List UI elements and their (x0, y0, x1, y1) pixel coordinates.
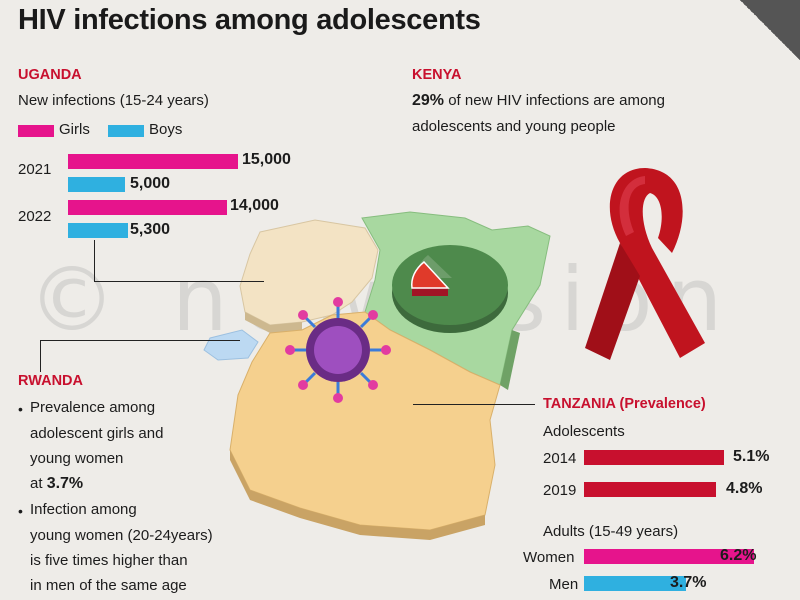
bullet-1-icon: • (18, 401, 23, 417)
uganda-leader-line-h (94, 281, 264, 282)
page-title: HIV infections among adolescents (18, 4, 481, 36)
tz-value-2019: 4.8% (726, 480, 763, 497)
bullet-2-icon: • (18, 503, 23, 519)
girls-legend-label: Girls (59, 121, 90, 138)
bar-boys-2021 (68, 177, 125, 192)
east-africa-map (203, 211, 551, 540)
tanzania-label: TANZANIA (Prevalence) (543, 396, 706, 412)
bar-tz-women (584, 549, 754, 564)
rwanda-b1-l4: at 3.7% (30, 474, 83, 493)
tanzania-leader-line (413, 404, 535, 405)
tanzania-adolescents-label: Adolescents (543, 423, 625, 440)
bar-boys-2022 (68, 223, 128, 238)
uganda-year-2022: 2022 (18, 208, 52, 225)
bar-girls-2022 (68, 200, 227, 215)
rwanda-leader-line-h (40, 340, 240, 341)
tz-men-label: Men (549, 576, 579, 593)
bar-value-boys-2021: 5,000 (130, 175, 171, 192)
tz-value-2014: 5.1% (733, 448, 770, 465)
tz-year-2014: 2014 (543, 450, 577, 467)
boys-legend-label: Boys (149, 121, 183, 138)
tz-women-label: Women (523, 549, 575, 566)
uganda-label: UGANDA (18, 67, 82, 83)
rwanda-b2-l3: is five times higher than (30, 552, 188, 569)
rwanda-b2-l2: young women (20-24years) (30, 527, 213, 544)
uganda-map (239, 219, 379, 326)
bar-tz-men (584, 576, 686, 591)
bar-tz-2019 (584, 482, 716, 497)
uganda-year-2021: 2021 (18, 161, 52, 178)
kenya-text-line1: 29% of new HIV infections are among (412, 91, 665, 110)
rwanda-label: RWANDA (18, 373, 83, 389)
rwanda-b2-l1: Infection among (30, 501, 137, 518)
rwanda-b1-l3: young women (30, 450, 124, 467)
corner-band (740, 0, 800, 60)
kenya-pct: 29% (412, 92, 445, 109)
uganda-subtitle: New infections (15-24 years) (18, 92, 209, 109)
bar-girls-2021 (68, 154, 238, 169)
rwanda-b1-l1: Prevalence among (30, 399, 156, 416)
rwanda-b1-l4-pre: at (30, 475, 43, 492)
bar-tz-2014 (584, 450, 724, 465)
kenya-label: KENYA (412, 67, 462, 83)
kenya-pie-highlight (411, 260, 450, 289)
kenya-text2: adolescents and young people (412, 118, 616, 135)
rwanda-b2-l4: in men of the same age (30, 577, 187, 594)
tz-men-value: 3.7% (670, 574, 707, 591)
rwanda-map (203, 329, 259, 361)
bar-value-boys-2022: 5,300 (130, 221, 171, 238)
virus-illustration (285, 297, 391, 403)
kenya-text1: of new HIV infections are among (448, 92, 665, 109)
tz-women-value: 6.2% (720, 547, 757, 564)
tz-year-2019: 2019 (543, 482, 577, 499)
uganda-leader-line (94, 240, 95, 282)
red-ribbon-icon (585, 168, 705, 360)
tanzania-adults-label: Adults (15-49 years) (543, 523, 679, 540)
bar-value-girls-2021: 15,000 (242, 151, 291, 168)
rwanda-b1-l2: adolescent girls and (30, 425, 164, 442)
rwanda-b1-value: 3.7% (46, 475, 84, 492)
kenya-pie (392, 245, 508, 333)
boys-legend-swatch (108, 125, 144, 137)
girls-legend-swatch (18, 125, 54, 137)
bar-value-girls-2022: 14,000 (230, 197, 279, 214)
rwanda-leader-line (40, 340, 41, 372)
